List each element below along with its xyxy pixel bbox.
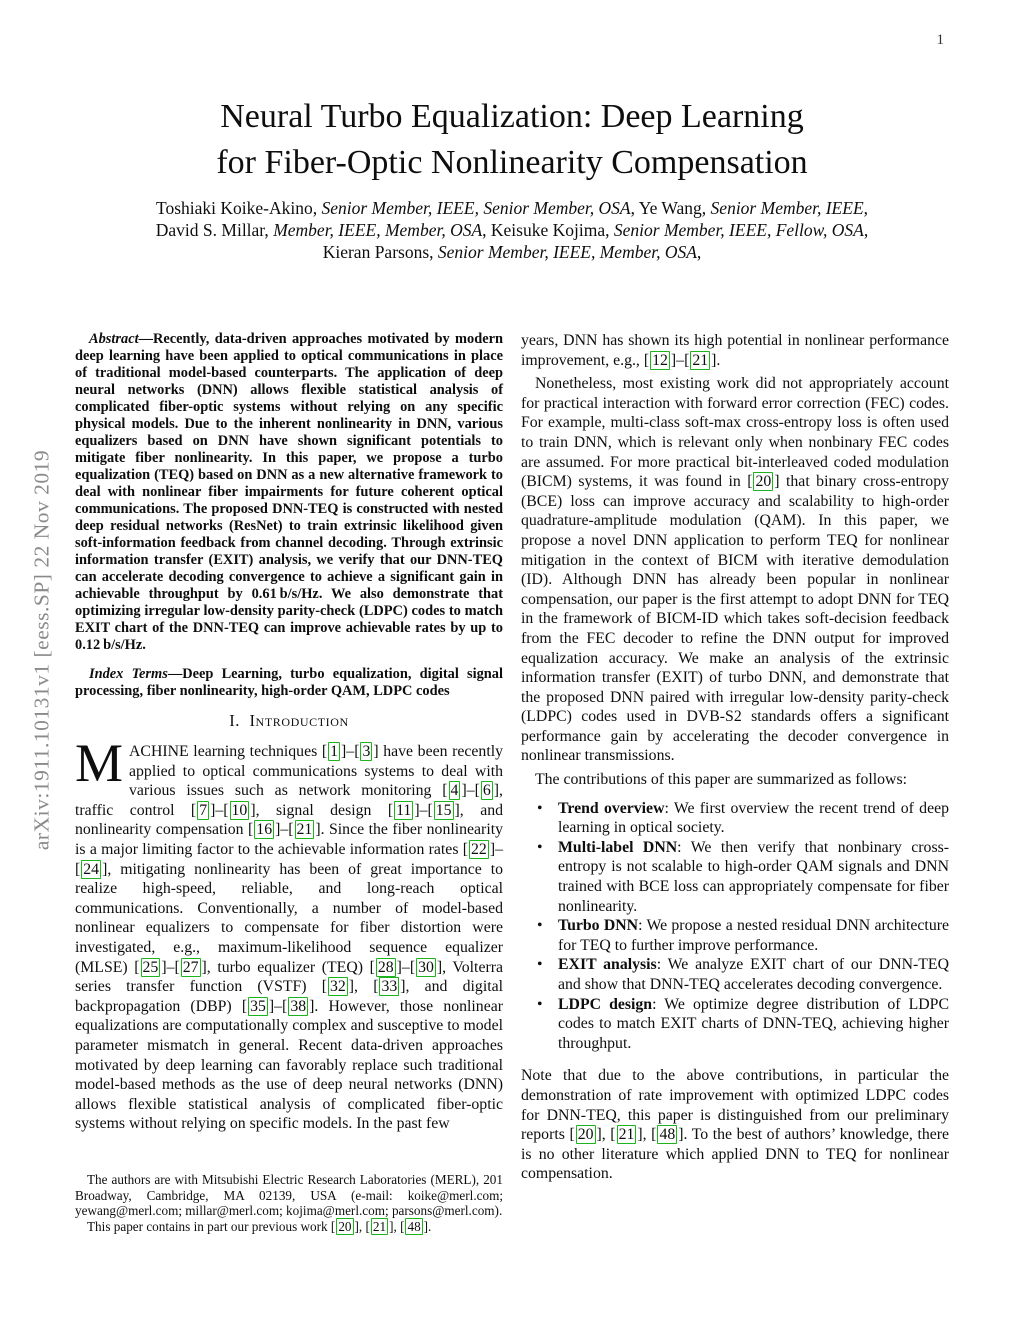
citation-link[interactable]: 12	[650, 350, 670, 370]
citation-link[interactable]: 30	[416, 957, 436, 977]
author-footnote: The authors are with Mitsubishi Electric…	[75, 1172, 503, 1235]
index-terms: Index Terms—Deep Learning, turbo equaliz…	[75, 666, 503, 699]
right-column: years, DNN has shown its high potential …	[521, 331, 949, 1184]
citation-link[interactable]: 21	[370, 1217, 389, 1235]
citation-link[interactable]: 24	[81, 859, 102, 879]
list-item-trend-overview: Trend overview: We first overview the re…	[537, 799, 949, 838]
citation-link[interactable]: 32	[328, 977, 348, 997]
citation-link[interactable]: 7	[197, 800, 210, 820]
citation-link[interactable]: 25	[140, 957, 161, 977]
dropcap-letter: M	[75, 733, 124, 793]
list-item-ldpc-design: LDPC design: We optimize degree distribu…	[537, 995, 949, 1054]
citation-link[interactable]: 3	[360, 742, 373, 761]
footnote-affiliation: The authors are with Mitsubishi Electric…	[75, 1172, 503, 1219]
list-item-turbo-dnn: Turbo DNN: We propose a nested residual …	[537, 916, 949, 955]
author-line-1: Toshiaki Koike-Akino, Senior Member, IEE…	[155, 198, 869, 218]
citation-link[interactable]: 33	[379, 977, 400, 997]
two-column-body: Abstract—Recently, data-driven approache…	[75, 331, 949, 1184]
citation-link[interactable]: 21	[294, 820, 315, 840]
citation-link[interactable]: 20	[336, 1217, 354, 1235]
author-line-3: Kieran Parsons, Senior Member, IEEE, Mem…	[322, 242, 702, 262]
intro-paragraph-text: ACHINE learning techniques [1]–[3] have …	[75, 742, 504, 1133]
citation-link[interactable]: 21	[690, 350, 711, 370]
citation-link[interactable]: 27	[180, 957, 201, 977]
citation-link[interactable]: 38	[288, 996, 309, 1016]
paper-title-line-1: Neural Turbo Equalization: Deep Learning	[220, 98, 804, 135]
section-heading-introduction: I. Introduction	[229, 711, 349, 730]
intro-paragraph: M ACHINE learning techniques [1]–[3] have…	[75, 733, 504, 1134]
continuation-paragraph: years, DNN has shown its high potential …	[521, 332, 949, 370]
citation-link[interactable]: 16	[254, 820, 275, 840]
footnote-previous-work: This paper contains in part our previous…	[87, 1217, 432, 1235]
citation-link[interactable]: 1	[328, 742, 341, 761]
list-item-multi-label-dnn: Multi-label DNN: We then verify that non…	[537, 838, 949, 916]
author-line-2: David S. Millar, Member, IEEE, Member, O…	[155, 220, 869, 240]
citation-link[interactable]: 21	[616, 1125, 637, 1145]
citation-link[interactable]: 28	[375, 957, 396, 977]
citation-link[interactable]: 20	[753, 472, 774, 492]
list-item-exit-analysis: EXIT analysis: We analyze EXIT chart of …	[537, 955, 949, 994]
citation-link[interactable]: 48	[657, 1125, 678, 1145]
citation-link[interactable]: 10	[229, 800, 250, 820]
title-block: Neural Turbo Equalization: Deep Learning…	[0, 94, 1024, 186]
citation-link[interactable]: 22	[469, 839, 489, 859]
citation-link[interactable]: 4	[448, 781, 461, 801]
abstract: Abstract—Recently, data-driven approache…	[75, 331, 503, 653]
contributions-intro: The contributions of this paper are summ…	[535, 771, 908, 789]
arxiv-watermark: arXiv:1911.10131v1 [eess.SP] 22 Nov 2019	[29, 449, 54, 851]
citation-link[interactable]: 20	[575, 1125, 596, 1145]
authors-block: Toshiaki Koike-Akino, Senior Member, IEE…	[0, 197, 1024, 263]
second-paragraph: Nonetheless, most existing work did not …	[521, 375, 949, 765]
citation-link[interactable]: 11	[394, 800, 414, 820]
paper-title-line-2: for Fiber-Optic Nonlinearity Compensatio…	[216, 144, 808, 181]
closing-paragraph: Note that due to the above contributions…	[521, 1067, 950, 1183]
left-column: Abstract—Recently, data-driven approache…	[75, 331, 503, 1184]
citation-link[interactable]: 48	[405, 1217, 423, 1235]
contributions-list: Trend overview: We first overview the re…	[521, 799, 949, 1054]
citation-link[interactable]: 35	[248, 996, 268, 1016]
page-number: 1	[936, 32, 945, 48]
citation-link[interactable]: 6	[480, 781, 493, 801]
citation-link[interactable]: 15	[433, 800, 454, 820]
